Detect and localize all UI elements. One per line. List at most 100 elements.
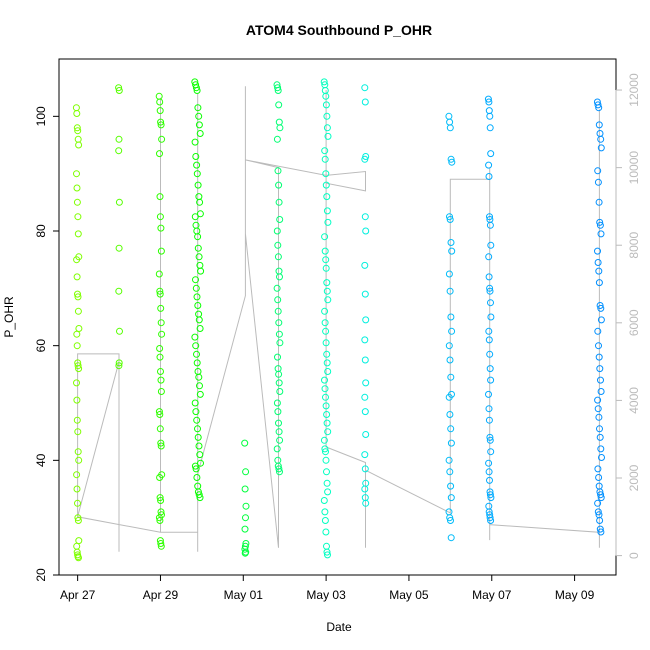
data-point	[486, 350, 494, 358]
data-point	[191, 462, 199, 470]
data-point	[273, 399, 281, 407]
data-point	[196, 325, 204, 332]
data-point	[115, 244, 123, 252]
data-point	[447, 534, 455, 542]
data-point	[321, 155, 329, 163]
data-point	[191, 138, 199, 146]
x-tick-label: May 05	[389, 588, 429, 602]
data-point	[157, 540, 165, 547]
data-point	[484, 95, 492, 103]
data-point	[321, 319, 329, 327]
data-point	[361, 336, 369, 344]
data-point	[323, 479, 331, 487]
data-point	[74, 127, 82, 135]
data-point	[361, 465, 369, 473]
data-point	[594, 178, 602, 186]
data-point	[485, 327, 493, 335]
data-point	[74, 293, 82, 301]
data-point	[322, 456, 330, 464]
data-point	[447, 517, 454, 524]
x-tick-label: May 03	[306, 588, 346, 602]
x-tick-label: May 09	[555, 588, 595, 602]
data-point	[158, 330, 166, 338]
data-point	[275, 101, 283, 109]
data-point	[193, 350, 200, 358]
data-point	[323, 548, 331, 556]
data-point	[192, 408, 200, 416]
data-point	[323, 359, 331, 367]
y2-tick-label: 8000	[627, 232, 641, 259]
data-point	[196, 382, 203, 390]
data-point	[594, 101, 602, 109]
data-point	[195, 316, 203, 324]
data-point	[273, 135, 281, 143]
data-point	[275, 428, 283, 436]
data-point	[485, 161, 493, 169]
data-point	[447, 313, 455, 321]
point-group	[445, 112, 456, 542]
data-point	[193, 474, 201, 481]
data-point	[158, 135, 166, 143]
data-point	[191, 399, 199, 407]
data-point	[115, 87, 123, 94]
data-point	[598, 454, 605, 461]
data-point	[362, 316, 370, 324]
data-point	[487, 299, 494, 307]
data-point	[597, 144, 605, 152]
data-point	[73, 110, 81, 117]
x-tick-label: Apr 29	[143, 588, 179, 602]
data-point	[241, 439, 249, 447]
data-point	[193, 359, 201, 367]
data-point	[486, 514, 494, 522]
data-point	[274, 87, 282, 94]
data-point	[115, 362, 123, 370]
point-group	[484, 95, 495, 524]
x-tick-label: May 07	[472, 588, 512, 602]
data-point	[485, 173, 493, 180]
data-point	[594, 396, 602, 404]
data-point	[194, 181, 202, 189]
data-point	[322, 339, 330, 347]
data-point	[195, 373, 203, 381]
data-point	[324, 218, 332, 226]
data-point	[74, 230, 82, 238]
data-point	[597, 304, 605, 312]
data-point	[323, 419, 331, 427]
data-point	[596, 525, 604, 533]
data-point	[75, 325, 83, 332]
data-point	[485, 416, 493, 424]
data-point	[192, 276, 199, 284]
data-point	[596, 221, 604, 229]
data-point	[191, 213, 199, 221]
data-point	[157, 118, 165, 126]
point-group	[155, 92, 166, 550]
data-point	[486, 436, 494, 444]
data-point	[487, 241, 495, 249]
data-point	[597, 316, 605, 324]
data-point	[276, 436, 284, 444]
data-point	[321, 376, 328, 384]
data-point	[485, 253, 493, 261]
point-group	[241, 439, 250, 557]
y2-tick-label: 6000	[627, 309, 641, 336]
data-point	[485, 98, 493, 106]
data-point	[157, 247, 165, 255]
data-point	[194, 433, 202, 441]
data-point	[241, 549, 249, 557]
data-point	[276, 124, 284, 132]
data-point	[156, 290, 164, 298]
y-axis-label: P_OHR	[2, 296, 16, 338]
data-point	[75, 537, 83, 545]
data-point	[597, 528, 605, 536]
data-point	[192, 465, 200, 473]
data-point	[74, 213, 82, 221]
data-point	[192, 342, 200, 350]
data-point	[74, 517, 82, 524]
data-point	[194, 233, 202, 241]
data-point	[486, 491, 494, 499]
data-point	[446, 216, 454, 223]
data-point	[487, 150, 495, 158]
data-point	[276, 468, 283, 476]
y-tick-label: 40	[34, 453, 48, 467]
